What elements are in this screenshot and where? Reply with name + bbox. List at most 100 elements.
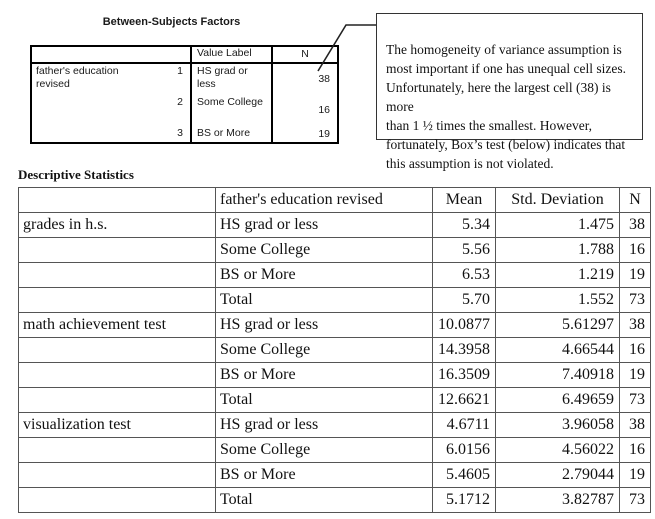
blank-header-cell bbox=[151, 46, 191, 64]
group-cell bbox=[18, 437, 216, 463]
factor-value-cell: 2 bbox=[177, 96, 183, 108]
level-cell: BS or More bbox=[215, 462, 433, 488]
callout-box: The homogeneity of variance assumption i… bbox=[376, 13, 643, 171]
mean-cell: 5.70 bbox=[432, 287, 496, 313]
group-cell bbox=[18, 262, 216, 288]
factor-value-cell: 3 bbox=[177, 127, 183, 139]
mean-cell: 14.3958 bbox=[432, 337, 496, 363]
std-cell: 7.40918 bbox=[495, 362, 620, 388]
mean-cell: 5.4605 bbox=[432, 462, 496, 488]
mean-column-header: Mean bbox=[432, 187, 496, 213]
std-deviation-column-header: Std. Deviation bbox=[495, 187, 620, 213]
mean-cell: 12.6621 bbox=[432, 387, 496, 413]
descriptive-statistics-table: father's education revised Mean Std. Dev… bbox=[18, 187, 651, 513]
n-cell: 73 bbox=[619, 487, 651, 513]
n-cell: 19 bbox=[619, 262, 651, 288]
mean-cell: 10.0877 bbox=[432, 312, 496, 338]
level-cell: Some College bbox=[215, 437, 433, 463]
std-cell: 1.552 bbox=[495, 287, 620, 313]
n-cell: 19 bbox=[271, 126, 338, 143]
std-cell: 4.66544 bbox=[495, 337, 620, 363]
level-cell: Total bbox=[215, 387, 433, 413]
descriptive-statistics-heading: Descriptive Statistics bbox=[18, 167, 134, 182]
std-cell: 1.475 bbox=[495, 212, 620, 238]
table-row: Some College 5.56 1.788 16 bbox=[18, 237, 651, 263]
table-row: visualization test HS grad or less 4.671… bbox=[18, 412, 651, 438]
n-cell: 19 bbox=[619, 362, 651, 388]
table-row: Total 5.1712 3.82787 73 bbox=[18, 487, 651, 513]
table-row: BS or More 16.3509 7.40918 19 bbox=[18, 362, 651, 388]
level-cell: Total bbox=[215, 287, 433, 313]
factor-value-cell: 1 bbox=[177, 65, 183, 77]
std-cell: 5.61297 bbox=[495, 312, 620, 338]
value-label-header: Value Label bbox=[190, 46, 272, 64]
n-column-header: N bbox=[619, 187, 651, 213]
n-cell: 16 bbox=[619, 437, 651, 463]
mean-cell: 5.34 bbox=[432, 212, 496, 238]
blank-header-cell bbox=[18, 187, 216, 213]
group-cell bbox=[18, 362, 216, 388]
n-cell: 73 bbox=[619, 287, 651, 313]
level-cell: HS grad or less bbox=[215, 312, 433, 338]
n-cell: 38 bbox=[619, 312, 651, 338]
table-row: father's education revised 1 HS grad or … bbox=[31, 63, 338, 95]
group-cell bbox=[18, 487, 216, 513]
group-cell bbox=[18, 237, 216, 263]
between-subjects-title: Between-Subjects Factors bbox=[102, 16, 241, 28]
callout-text: The homogeneity of variance assumption i… bbox=[386, 42, 626, 171]
n-cell: 16 bbox=[619, 337, 651, 363]
table-row: Some College 14.3958 4.66544 16 bbox=[18, 337, 651, 363]
factor-column-header: father's education revised bbox=[215, 187, 433, 213]
group-cell bbox=[18, 287, 216, 313]
table-row: 3 BS or More 19 bbox=[31, 126, 338, 143]
group-cell bbox=[18, 337, 216, 363]
std-cell: 4.56022 bbox=[495, 437, 620, 463]
mean-cell: 4.6711 bbox=[432, 412, 496, 438]
between-subjects-table: Value Label N father's education revised… bbox=[30, 45, 339, 144]
level-cell: BS or More bbox=[215, 262, 433, 288]
group-cell: visualization test bbox=[18, 412, 216, 438]
table-row: Total 5.70 1.552 73 bbox=[18, 287, 651, 313]
descriptive-header-row: father's education revised Mean Std. Dev… bbox=[18, 187, 651, 213]
mean-cell: 5.1712 bbox=[432, 487, 496, 513]
n-cell: 16 bbox=[271, 95, 338, 126]
blank-header-cell bbox=[31, 46, 151, 64]
n-cell: 38 bbox=[619, 212, 651, 238]
value-label-cell: BS or More bbox=[190, 126, 272, 143]
table-row: grades in h.s. HS grad or less 5.34 1.47… bbox=[18, 212, 651, 238]
table-row: 2 Some College 16 bbox=[31, 95, 338, 126]
table-row: Total 12.6621 6.49659 73 bbox=[18, 387, 651, 413]
group-cell bbox=[18, 387, 216, 413]
n-cell: 16 bbox=[619, 237, 651, 263]
group-cell bbox=[18, 462, 216, 488]
value-label-cell: HS grad or less bbox=[190, 63, 272, 95]
std-cell: 1.788 bbox=[495, 237, 620, 263]
group-cell: grades in h.s. bbox=[18, 212, 216, 238]
std-cell: 3.82787 bbox=[495, 487, 620, 513]
table-row: BS or More 6.53 1.219 19 bbox=[18, 262, 651, 288]
mean-cell: 5.56 bbox=[432, 237, 496, 263]
mean-cell: 6.53 bbox=[432, 262, 496, 288]
n-header: N bbox=[271, 46, 338, 64]
level-cell: Total bbox=[215, 487, 433, 513]
level-cell: Some College bbox=[215, 237, 433, 263]
table-row: math achievement test HS grad or less 10… bbox=[18, 312, 651, 338]
n-cell: 73 bbox=[619, 387, 651, 413]
table-row: BS or More 5.4605 2.79044 19 bbox=[18, 462, 651, 488]
leader-line bbox=[317, 24, 376, 72]
std-cell: 3.96058 bbox=[495, 412, 620, 438]
level-cell: Some College bbox=[215, 337, 433, 363]
n-cell: 38 bbox=[619, 412, 651, 438]
between-subjects-header-row: Value Label N bbox=[31, 46, 338, 64]
group-cell: math achievement test bbox=[18, 312, 216, 338]
factor-name-cell: father's education revised bbox=[36, 65, 119, 90]
n-cell: 19 bbox=[619, 462, 651, 488]
std-cell: 6.49659 bbox=[495, 387, 620, 413]
mean-cell: 6.0156 bbox=[432, 437, 496, 463]
level-cell: HS grad or less bbox=[215, 212, 433, 238]
level-cell: HS grad or less bbox=[215, 412, 433, 438]
std-cell: 1.219 bbox=[495, 262, 620, 288]
table-row: Some College 6.0156 4.56022 16 bbox=[18, 437, 651, 463]
value-label-cell: Some College bbox=[190, 95, 272, 126]
